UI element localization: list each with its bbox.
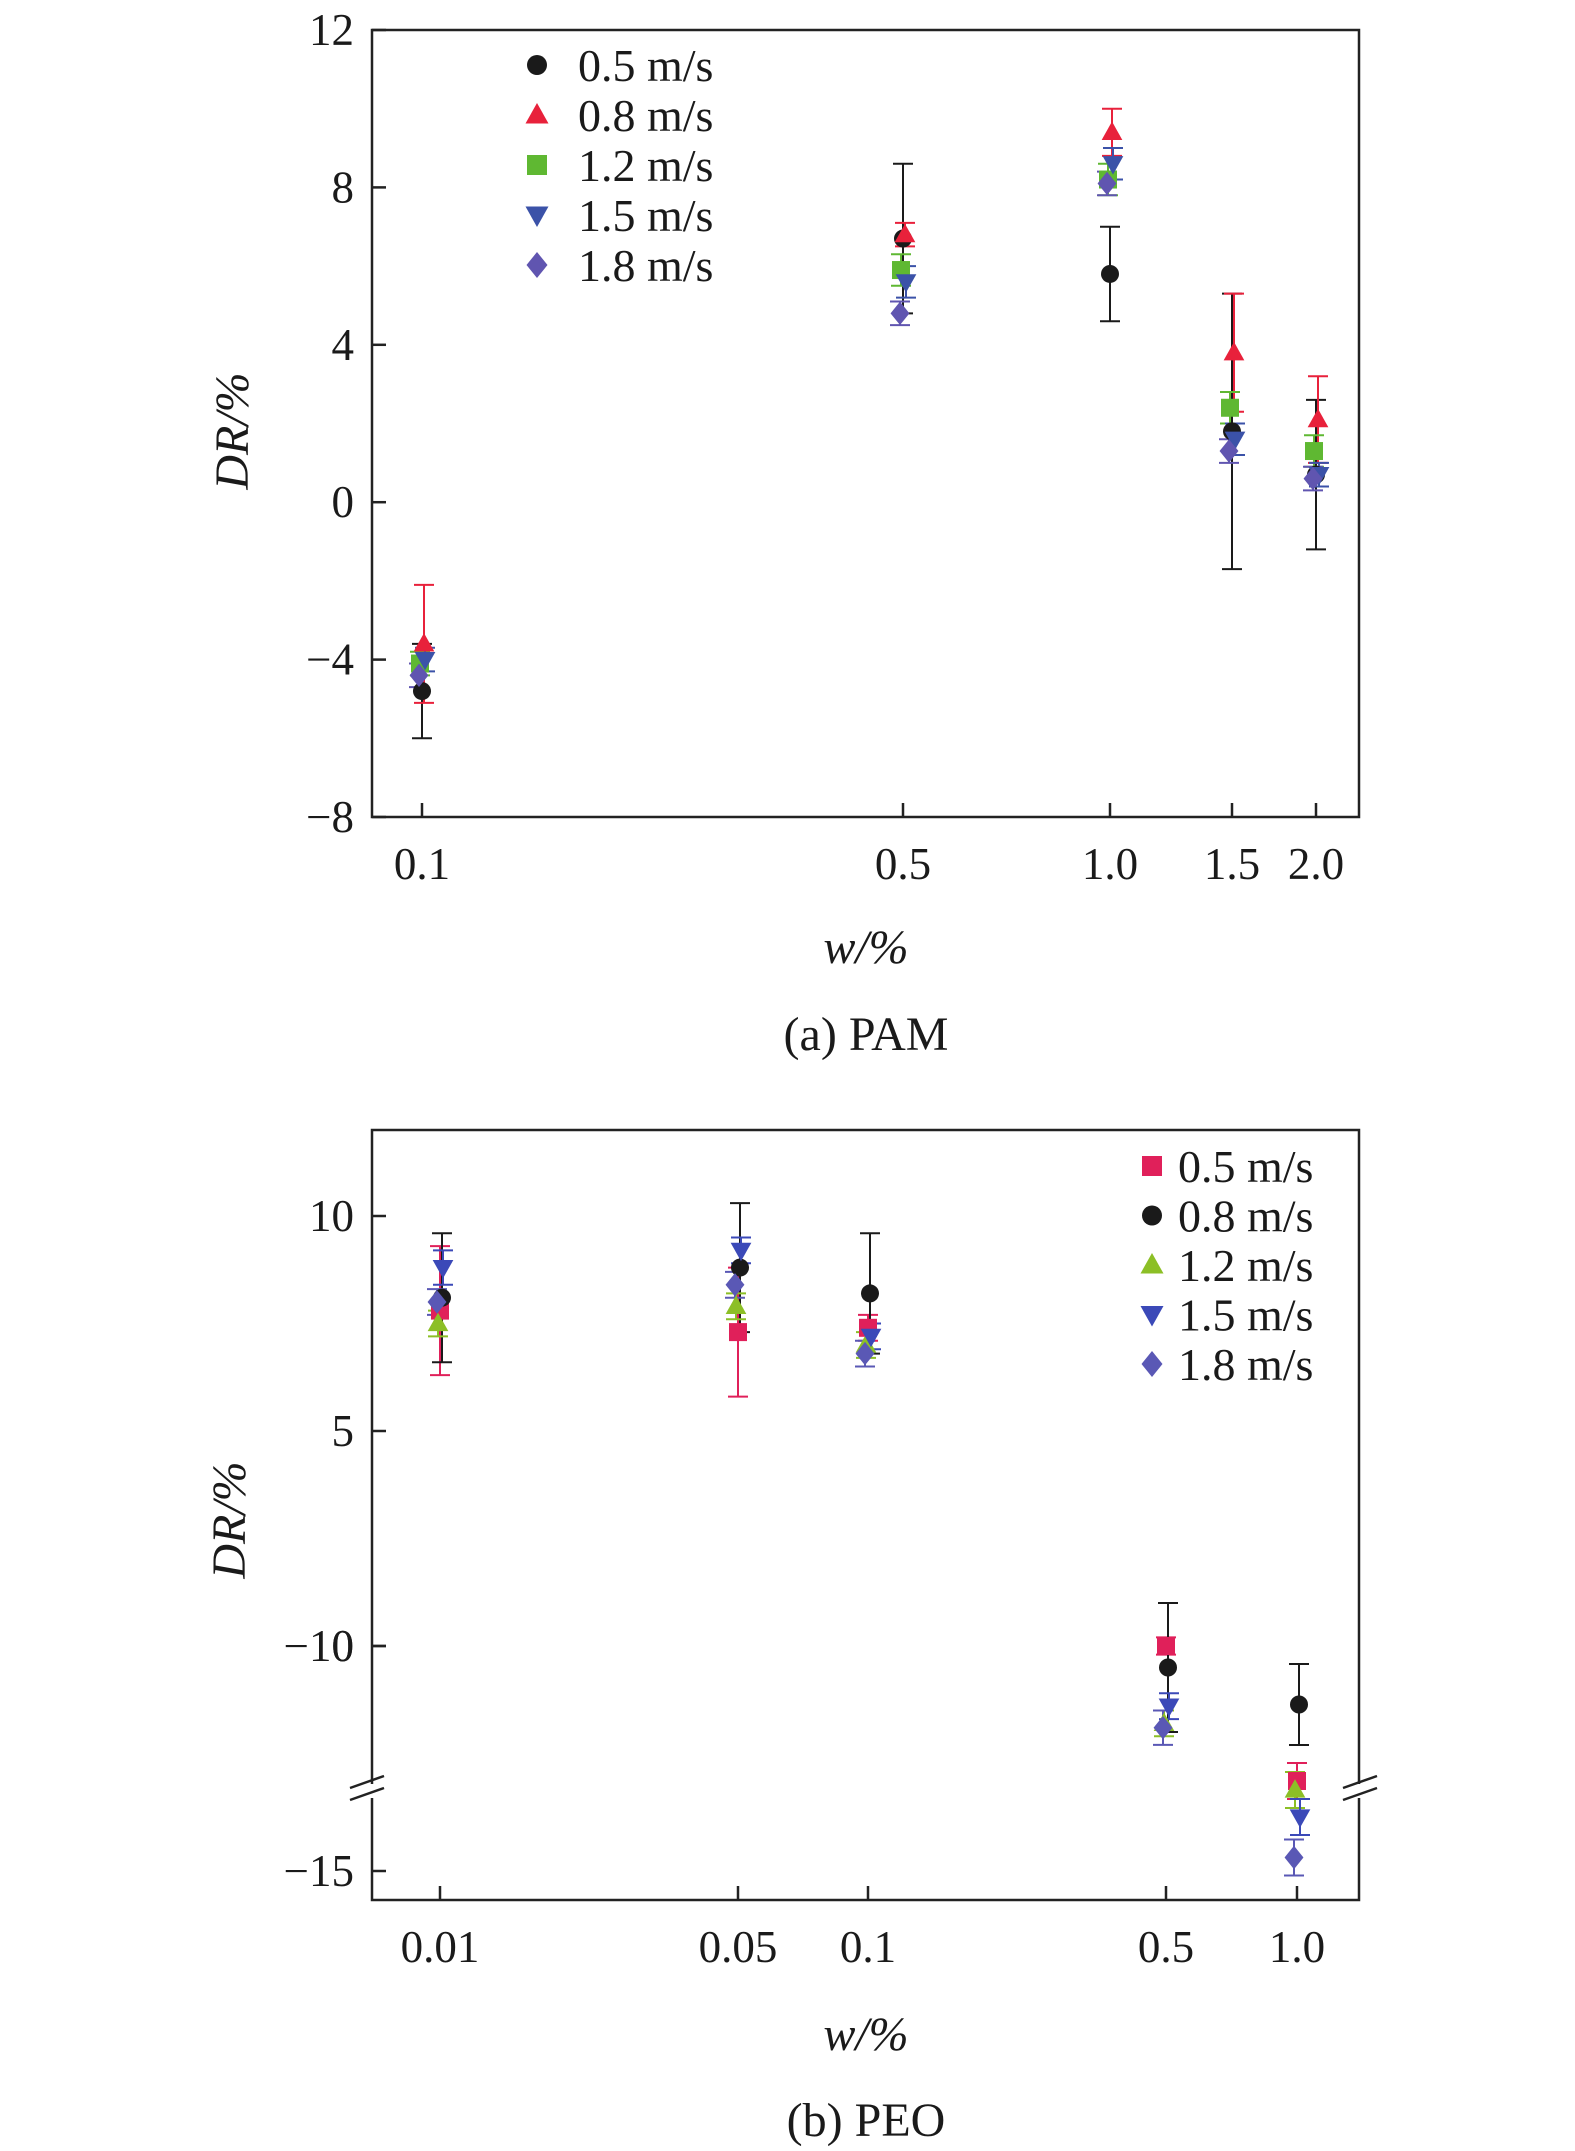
x-tick-label: 0.1 (840, 1922, 896, 1972)
y-tick-label: 8 (332, 162, 355, 212)
y-tick-label: −15 (284, 1846, 354, 1896)
panel-a-plot-frame (370, 28, 1361, 819)
panel-a-marks (409, 107, 1330, 740)
data-point (855, 1341, 875, 1366)
panel-a-x-axis-label: w/% (823, 921, 908, 974)
data-point (725, 1295, 747, 1314)
data-point (409, 663, 429, 688)
data-point (413, 633, 435, 652)
data-point (1223, 341, 1245, 361)
legend-label: 0.5 m/s (1178, 1141, 1313, 1192)
data-point (1101, 121, 1123, 140)
data-point (1224, 431, 1246, 451)
panel-b-legend: 0.5 m/s0.8 m/s1.2 m/s1.5 m/s1.8 m/s (1140, 1141, 1313, 1390)
panel-b-caption: (b) PEO (787, 2094, 946, 2147)
y-tick-label: 0 (332, 477, 355, 527)
legend-label: 1.8 m/s (578, 240, 713, 291)
data-point (427, 1312, 449, 1332)
data-point (860, 1328, 882, 1348)
data-point (731, 1258, 749, 1277)
data-point (414, 651, 436, 671)
legend-marker (1141, 1351, 1163, 1377)
panel-b-x-axis-label: w/% (823, 2008, 908, 2061)
legend-label: 1.8 m/s (1178, 1339, 1313, 1390)
data-point (1221, 398, 1239, 417)
x-tick-label: 0.5 (875, 839, 931, 889)
y-tick-label: −8 (306, 792, 354, 842)
y-tick-label: −4 (306, 635, 354, 685)
panel-a-legend: 0.5 m/s0.8 m/s1.2 m/s1.5 m/s1.8 m/s (525, 40, 713, 291)
data-point (729, 1323, 747, 1342)
data-point (1102, 156, 1124, 175)
legend-marker (1142, 1205, 1162, 1226)
axis-break-right (1342, 1774, 1378, 1802)
y-tick-label: 0 (332, 1621, 355, 1671)
y-tick-label: 12 (309, 5, 354, 55)
panel-b-plot-frame (370, 1128, 1361, 1902)
x-tick-label: 0.1 (394, 839, 450, 889)
legend-marker (527, 55, 547, 75)
legend-marker (525, 206, 549, 227)
data-point (1158, 1698, 1180, 1717)
x-tick-label: 0.05 (699, 1922, 778, 1972)
legend-marker (1142, 1156, 1162, 1176)
x-tick-label: 1.5 (1204, 839, 1260, 889)
data-point (1307, 408, 1329, 428)
y-tick-label: −10 (284, 1621, 354, 1671)
legend-label: 1.5 m/s (578, 190, 713, 241)
panel-b-peo: 0.01 0.05 0.1 0.5 1.0 10 5 0−10 −15 0.5 m/s0.8 m… (203, 1128, 1378, 2147)
data-point (1153, 1716, 1173, 1740)
panel-b-y-axis-label: DR/% (203, 1461, 256, 1579)
data-point (730, 1242, 752, 1262)
data-point (1289, 1809, 1311, 1828)
data-point (894, 223, 916, 243)
legend-label: 1.2 m/s (578, 140, 713, 191)
legend-marker (526, 252, 548, 278)
x-tick-label: 2.0 (1288, 839, 1344, 889)
y-tick-label: 5 (332, 1406, 355, 1456)
data-point (1284, 1845, 1304, 1870)
legend-label: 0.8 m/s (578, 90, 713, 141)
data-point (861, 1284, 879, 1303)
data-point (1101, 264, 1119, 283)
x-tick-label: 1.0 (1269, 1922, 1325, 1972)
data-point (890, 301, 910, 326)
data-point (1219, 439, 1239, 463)
data-point (1097, 171, 1117, 196)
legend-label: 1.2 m/s (1178, 1240, 1313, 1291)
data-point (413, 682, 431, 701)
panel-a-caption: (a) PAM (784, 1008, 949, 1061)
panel-a-y-axis-label: DR/% (206, 372, 259, 490)
legend-marker (527, 155, 547, 175)
panel-b-ticks: 0.01 0.05 0.1 0.5 1.0 10 5 0−10 −15 (284, 1191, 1326, 1972)
data-point (1303, 466, 1323, 491)
legend-label: 1.5 m/s (1178, 1290, 1313, 1341)
data-point (1159, 1658, 1177, 1677)
data-point (1157, 1637, 1175, 1655)
x-tick-label: 0.01 (401, 1922, 480, 1972)
legend-marker (525, 103, 549, 124)
data-point (1284, 1779, 1306, 1798)
data-point (432, 1259, 454, 1279)
legend-label: 0.5 m/s (578, 40, 713, 91)
data-point (1305, 442, 1323, 461)
panel-a-ticks: 0.1 0.5 1.0 1.5 2.0 −8 −4 0 4 8 12 (306, 5, 1344, 889)
y-tick-label: 10 (309, 1191, 354, 1241)
legend-marker (1140, 1253, 1164, 1274)
data-point (1290, 1695, 1308, 1714)
data-point (895, 274, 917, 293)
y-tick-label: 4 (332, 320, 355, 370)
data-point (427, 1290, 447, 1314)
legend-label: 0.8 m/s (1178, 1191, 1313, 1242)
legend-marker (1140, 1306, 1164, 1327)
panel-b-marks (427, 1202, 1311, 1877)
data-point (725, 1273, 745, 1297)
x-tick-label: 1.0 (1082, 839, 1138, 889)
axis-break-left (349, 1774, 385, 1802)
x-tick-label: 0.5 (1138, 1922, 1194, 1972)
